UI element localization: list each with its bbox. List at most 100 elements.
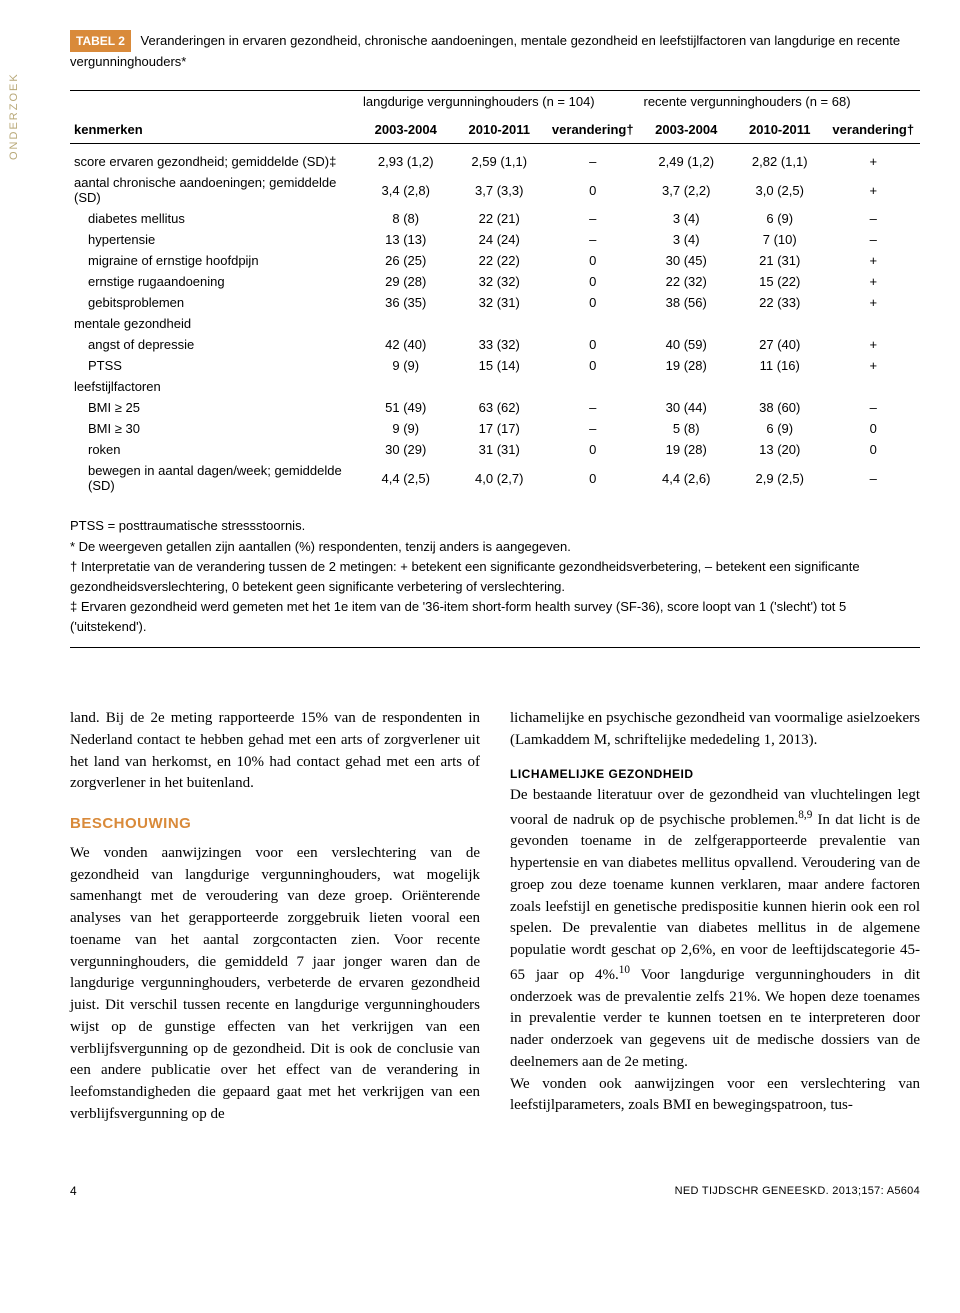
cell: 3 (4) xyxy=(640,229,734,250)
cell: 32 (31) xyxy=(453,292,547,313)
cell xyxy=(453,313,547,334)
cell: 0 xyxy=(827,439,921,460)
cell: 15 (14) xyxy=(453,355,547,376)
cell: 4,0 (2,7) xyxy=(453,460,547,496)
row-label: gebitsproblemen xyxy=(70,292,359,313)
cell: 40 (59) xyxy=(640,334,734,355)
section-heading-beschouwing: BESCHOUWING xyxy=(70,813,480,835)
journal-citation: NED TIJDSCHR GENEESKD. 2013;157: A5604 xyxy=(675,1185,920,1197)
cell: 22 (33) xyxy=(733,292,827,313)
cell: 22 (22) xyxy=(453,250,547,271)
cell: 24 (24) xyxy=(453,229,547,250)
table-row: leefstijlfactoren xyxy=(70,376,920,397)
cell: 4,4 (2,6) xyxy=(640,460,734,496)
col-a-2010: 2010-2011 xyxy=(453,112,547,144)
cell: 0 xyxy=(546,172,640,208)
row-label: roken xyxy=(70,439,359,460)
row-label: ernstige rugaandoening xyxy=(70,271,359,292)
col-a-2003: 2003-2004 xyxy=(359,112,453,144)
row-label: angst of depressie xyxy=(70,334,359,355)
cell: + xyxy=(827,271,921,292)
row-label: bewegen in aantal dagen/week; gemiddelde… xyxy=(70,460,359,496)
cell: 29 (28) xyxy=(359,271,453,292)
cell: 32 (32) xyxy=(453,271,547,292)
cell: – xyxy=(546,397,640,418)
cell xyxy=(359,376,453,397)
cell xyxy=(640,376,734,397)
cell: 26 (25) xyxy=(359,250,453,271)
row-label: BMI ≥ 30 xyxy=(70,418,359,439)
cell: 9 (9) xyxy=(359,355,453,376)
reference-10: 10 xyxy=(619,964,630,976)
cell: 9 (9) xyxy=(359,418,453,439)
table-group-header: langdurige vergunninghouders (n = 104) r… xyxy=(70,91,920,112)
cell: 63 (62) xyxy=(453,397,547,418)
row-label: PTSS xyxy=(70,355,359,376)
cell: – xyxy=(827,208,921,229)
cell: – xyxy=(546,151,640,172)
row-label: migraine of ernstige hoofdpijn xyxy=(70,250,359,271)
table-row: BMI ≥ 2551 (49)63 (62)–30 (44)38 (60)– xyxy=(70,397,920,418)
left-column: land. Bij de 2e meting rapporteerde 15% … xyxy=(70,708,480,1126)
cell: 0 xyxy=(546,334,640,355)
col-b-2003: 2003-2004 xyxy=(640,112,734,144)
cell: 3,7 (2,2) xyxy=(640,172,734,208)
cell: 15 (22) xyxy=(733,271,827,292)
table-row: BMI ≥ 309 (9)17 (17)–5 (8)6 (9)0 xyxy=(70,418,920,439)
cell xyxy=(827,376,921,397)
cell: 0 xyxy=(546,439,640,460)
table-title: TABEL 2 Veranderingen in ervaren gezondh… xyxy=(70,30,920,86)
cell: + xyxy=(827,172,921,208)
page-content: TABEL 2 Veranderingen in ervaren gezondh… xyxy=(0,0,960,1228)
table-row: roken30 (29)31 (31)019 (28)13 (20)0 xyxy=(70,439,920,460)
cell: 42 (40) xyxy=(359,334,453,355)
row-label: score ervaren gezondheid; gemiddelde (SD… xyxy=(70,151,359,172)
cell: 22 (21) xyxy=(453,208,547,229)
cell: 27 (40) xyxy=(733,334,827,355)
cell: + xyxy=(827,292,921,313)
cell: 6 (9) xyxy=(733,208,827,229)
page-number: 4 xyxy=(70,1184,77,1198)
col-b-change: verandering† xyxy=(827,112,921,144)
cell: 19 (28) xyxy=(640,355,734,376)
table-row: ernstige rugaandoening29 (28)32 (32)022 … xyxy=(70,271,920,292)
cell xyxy=(827,313,921,334)
cell: 3,0 (2,5) xyxy=(733,172,827,208)
right-column: lichamelijke en psychische gezondheid va… xyxy=(510,708,920,1126)
row-label: aantal chronische aandoeningen; gemiddel… xyxy=(70,172,359,208)
cell xyxy=(359,313,453,334)
cell: 7 (10) xyxy=(733,229,827,250)
cell xyxy=(546,376,640,397)
cell: 30 (45) xyxy=(640,250,734,271)
cell: 2,59 (1,1) xyxy=(453,151,547,172)
body-paragraph: We vonden ook aanwijzingen voor een vers… xyxy=(510,1074,920,1118)
table-row: score ervaren gezondheid; gemiddelde (SD… xyxy=(70,151,920,172)
cell: + xyxy=(827,355,921,376)
cell: 0 xyxy=(546,271,640,292)
cell: – xyxy=(827,229,921,250)
row-label: mentale gezondheid xyxy=(70,313,359,334)
cell: 2,49 (1,2) xyxy=(640,151,734,172)
table-row: aantal chronische aandoeningen; gemiddel… xyxy=(70,172,920,208)
table-row: bewegen in aantal dagen/week; gemiddelde… xyxy=(70,460,920,496)
cell xyxy=(733,313,827,334)
cell: 21 (31) xyxy=(733,250,827,271)
cell: 2,82 (1,1) xyxy=(733,151,827,172)
cell: 36 (35) xyxy=(359,292,453,313)
cell: + xyxy=(827,151,921,172)
table-row: diabetes mellitus8 (8)22 (21)–3 (4)6 (9)… xyxy=(70,208,920,229)
cell: 19 (28) xyxy=(640,439,734,460)
cell: 8 (8) xyxy=(359,208,453,229)
body-paragraph: De bestaande literatuur over de gezondhe… xyxy=(510,785,920,1074)
cell: – xyxy=(827,460,921,496)
footnote: ‡ Ervaren gezondheid werd gemeten met he… xyxy=(70,597,920,636)
cell: 6 (9) xyxy=(733,418,827,439)
table-row: gebitsproblemen36 (35)32 (31)038 (56)22 … xyxy=(70,292,920,313)
row-label: BMI ≥ 25 xyxy=(70,397,359,418)
table-caption: Veranderingen in ervaren gezondheid, chr… xyxy=(70,33,900,69)
table-row: mentale gezondheid xyxy=(70,313,920,334)
body-paragraph: We vonden aanwijzingen voor een verslech… xyxy=(70,843,480,1126)
body-paragraph: land. Bij de 2e meting rapporteerde 15% … xyxy=(70,708,480,795)
table-footnotes: PTSS = posttraumatische stressstoornis. … xyxy=(70,516,920,648)
cell: 0 xyxy=(546,460,640,496)
